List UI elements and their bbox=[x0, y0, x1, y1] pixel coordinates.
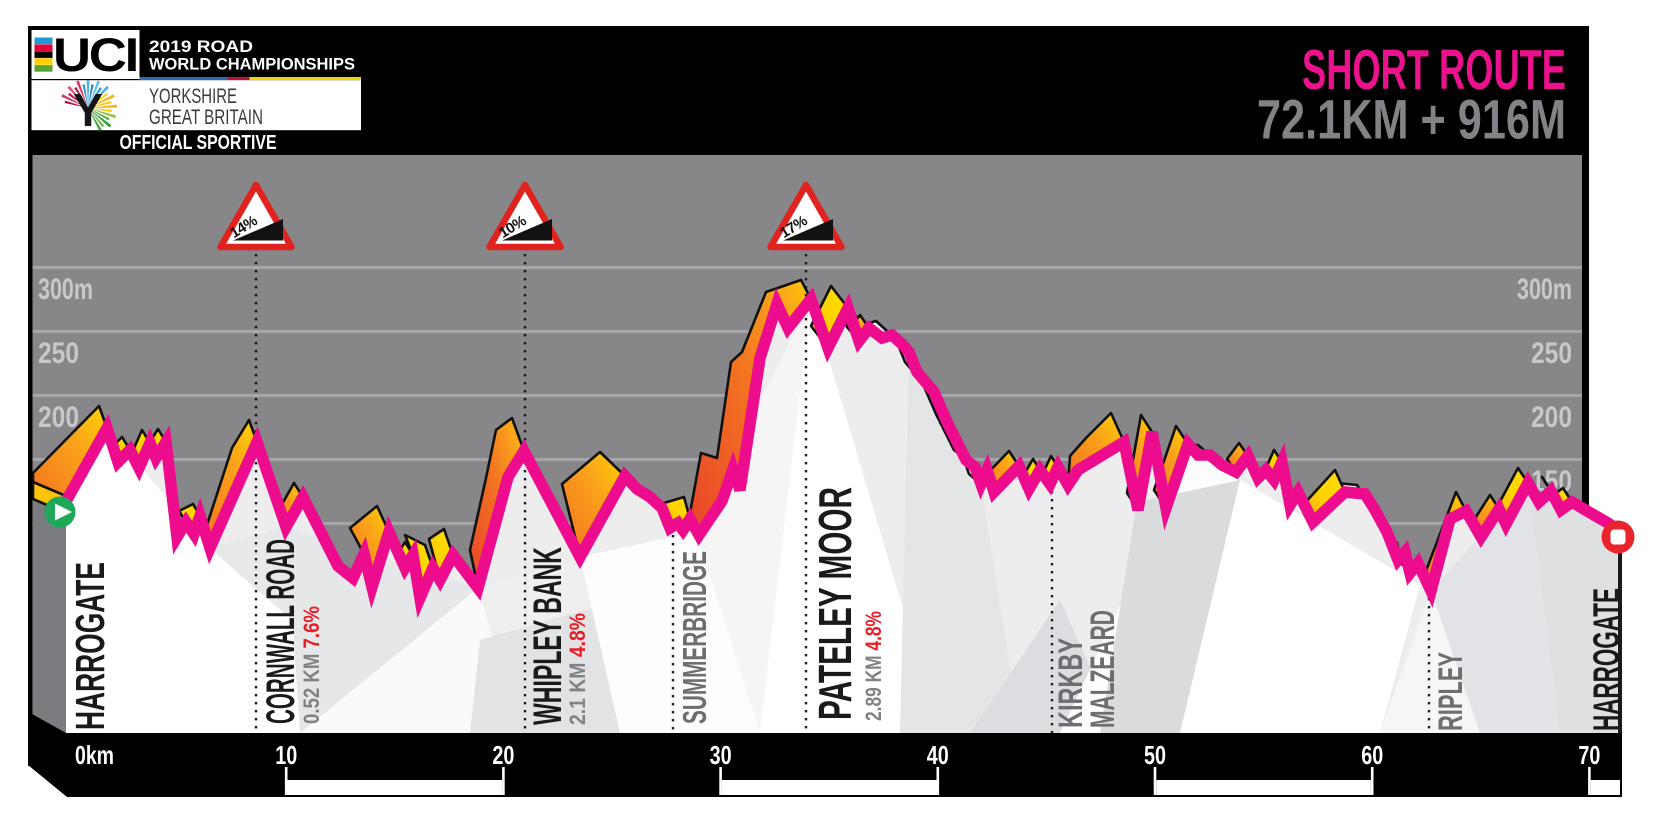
svg-text:300m: 300m bbox=[38, 273, 93, 306]
svg-text:Y: Y bbox=[73, 84, 103, 136]
svg-text:250: 250 bbox=[38, 337, 79, 370]
svg-text:WORLD CHAMPIONSHIPS: WORLD CHAMPIONSHIPS bbox=[149, 55, 355, 74]
svg-text:300m: 300m bbox=[1517, 273, 1572, 306]
svg-text:RIPLEY: RIPLEY bbox=[1432, 652, 1470, 731]
svg-text:200: 200 bbox=[1531, 401, 1572, 434]
svg-text:2.89 KM 4.8%: 2.89 KM 4.8% bbox=[861, 611, 886, 721]
svg-text:200: 200 bbox=[38, 401, 79, 434]
svg-text:OFFICIAL SPORTIVE: OFFICIAL SPORTIVE bbox=[120, 131, 277, 154]
svg-text:MALZEARD: MALZEARD bbox=[1084, 610, 1122, 728]
svg-text:0km: 0km bbox=[75, 740, 114, 770]
svg-text:30: 30 bbox=[710, 740, 732, 770]
svg-text:WHIPLEY BANK: WHIPLEY BANK bbox=[526, 547, 570, 725]
svg-text:2.1 KM 4.8%: 2.1 KM 4.8% bbox=[565, 613, 590, 725]
svg-text:60: 60 bbox=[1361, 740, 1383, 770]
svg-text:72.1KM + 916M: 72.1KM + 916M bbox=[1257, 89, 1566, 151]
svg-text:HARROGATE: HARROGATE bbox=[67, 562, 113, 730]
svg-text:UCI: UCI bbox=[53, 28, 137, 81]
svg-text:250: 250 bbox=[1531, 337, 1572, 370]
svg-text:70: 70 bbox=[1578, 740, 1600, 770]
svg-text:CORNWALL ROAD: CORNWALL ROAD bbox=[259, 539, 303, 724]
svg-text:SHORT ROUTE: SHORT ROUTE bbox=[1302, 38, 1566, 102]
svg-text:10: 10 bbox=[275, 740, 297, 770]
svg-text:KIRKBY: KIRKBY bbox=[1052, 638, 1090, 728]
svg-text:40: 40 bbox=[927, 740, 949, 770]
svg-text:20: 20 bbox=[492, 740, 514, 770]
svg-text:GREAT BRITAIN: GREAT BRITAIN bbox=[149, 106, 263, 129]
svg-text:PATELEY MOOR: PATELEY MOOR bbox=[809, 487, 861, 720]
svg-text:SUMMERBRIDGE: SUMMERBRIDGE bbox=[676, 551, 713, 724]
svg-text:0.52 KM 7.6%: 0.52 KM 7.6% bbox=[299, 606, 324, 724]
svg-text:HARROGATE: HARROGATE bbox=[1586, 588, 1627, 731]
svg-text:YORKSHIRE: YORKSHIRE bbox=[149, 85, 237, 108]
svg-text:2019 ROAD: 2019 ROAD bbox=[149, 37, 253, 56]
svg-text:50: 50 bbox=[1144, 740, 1166, 770]
